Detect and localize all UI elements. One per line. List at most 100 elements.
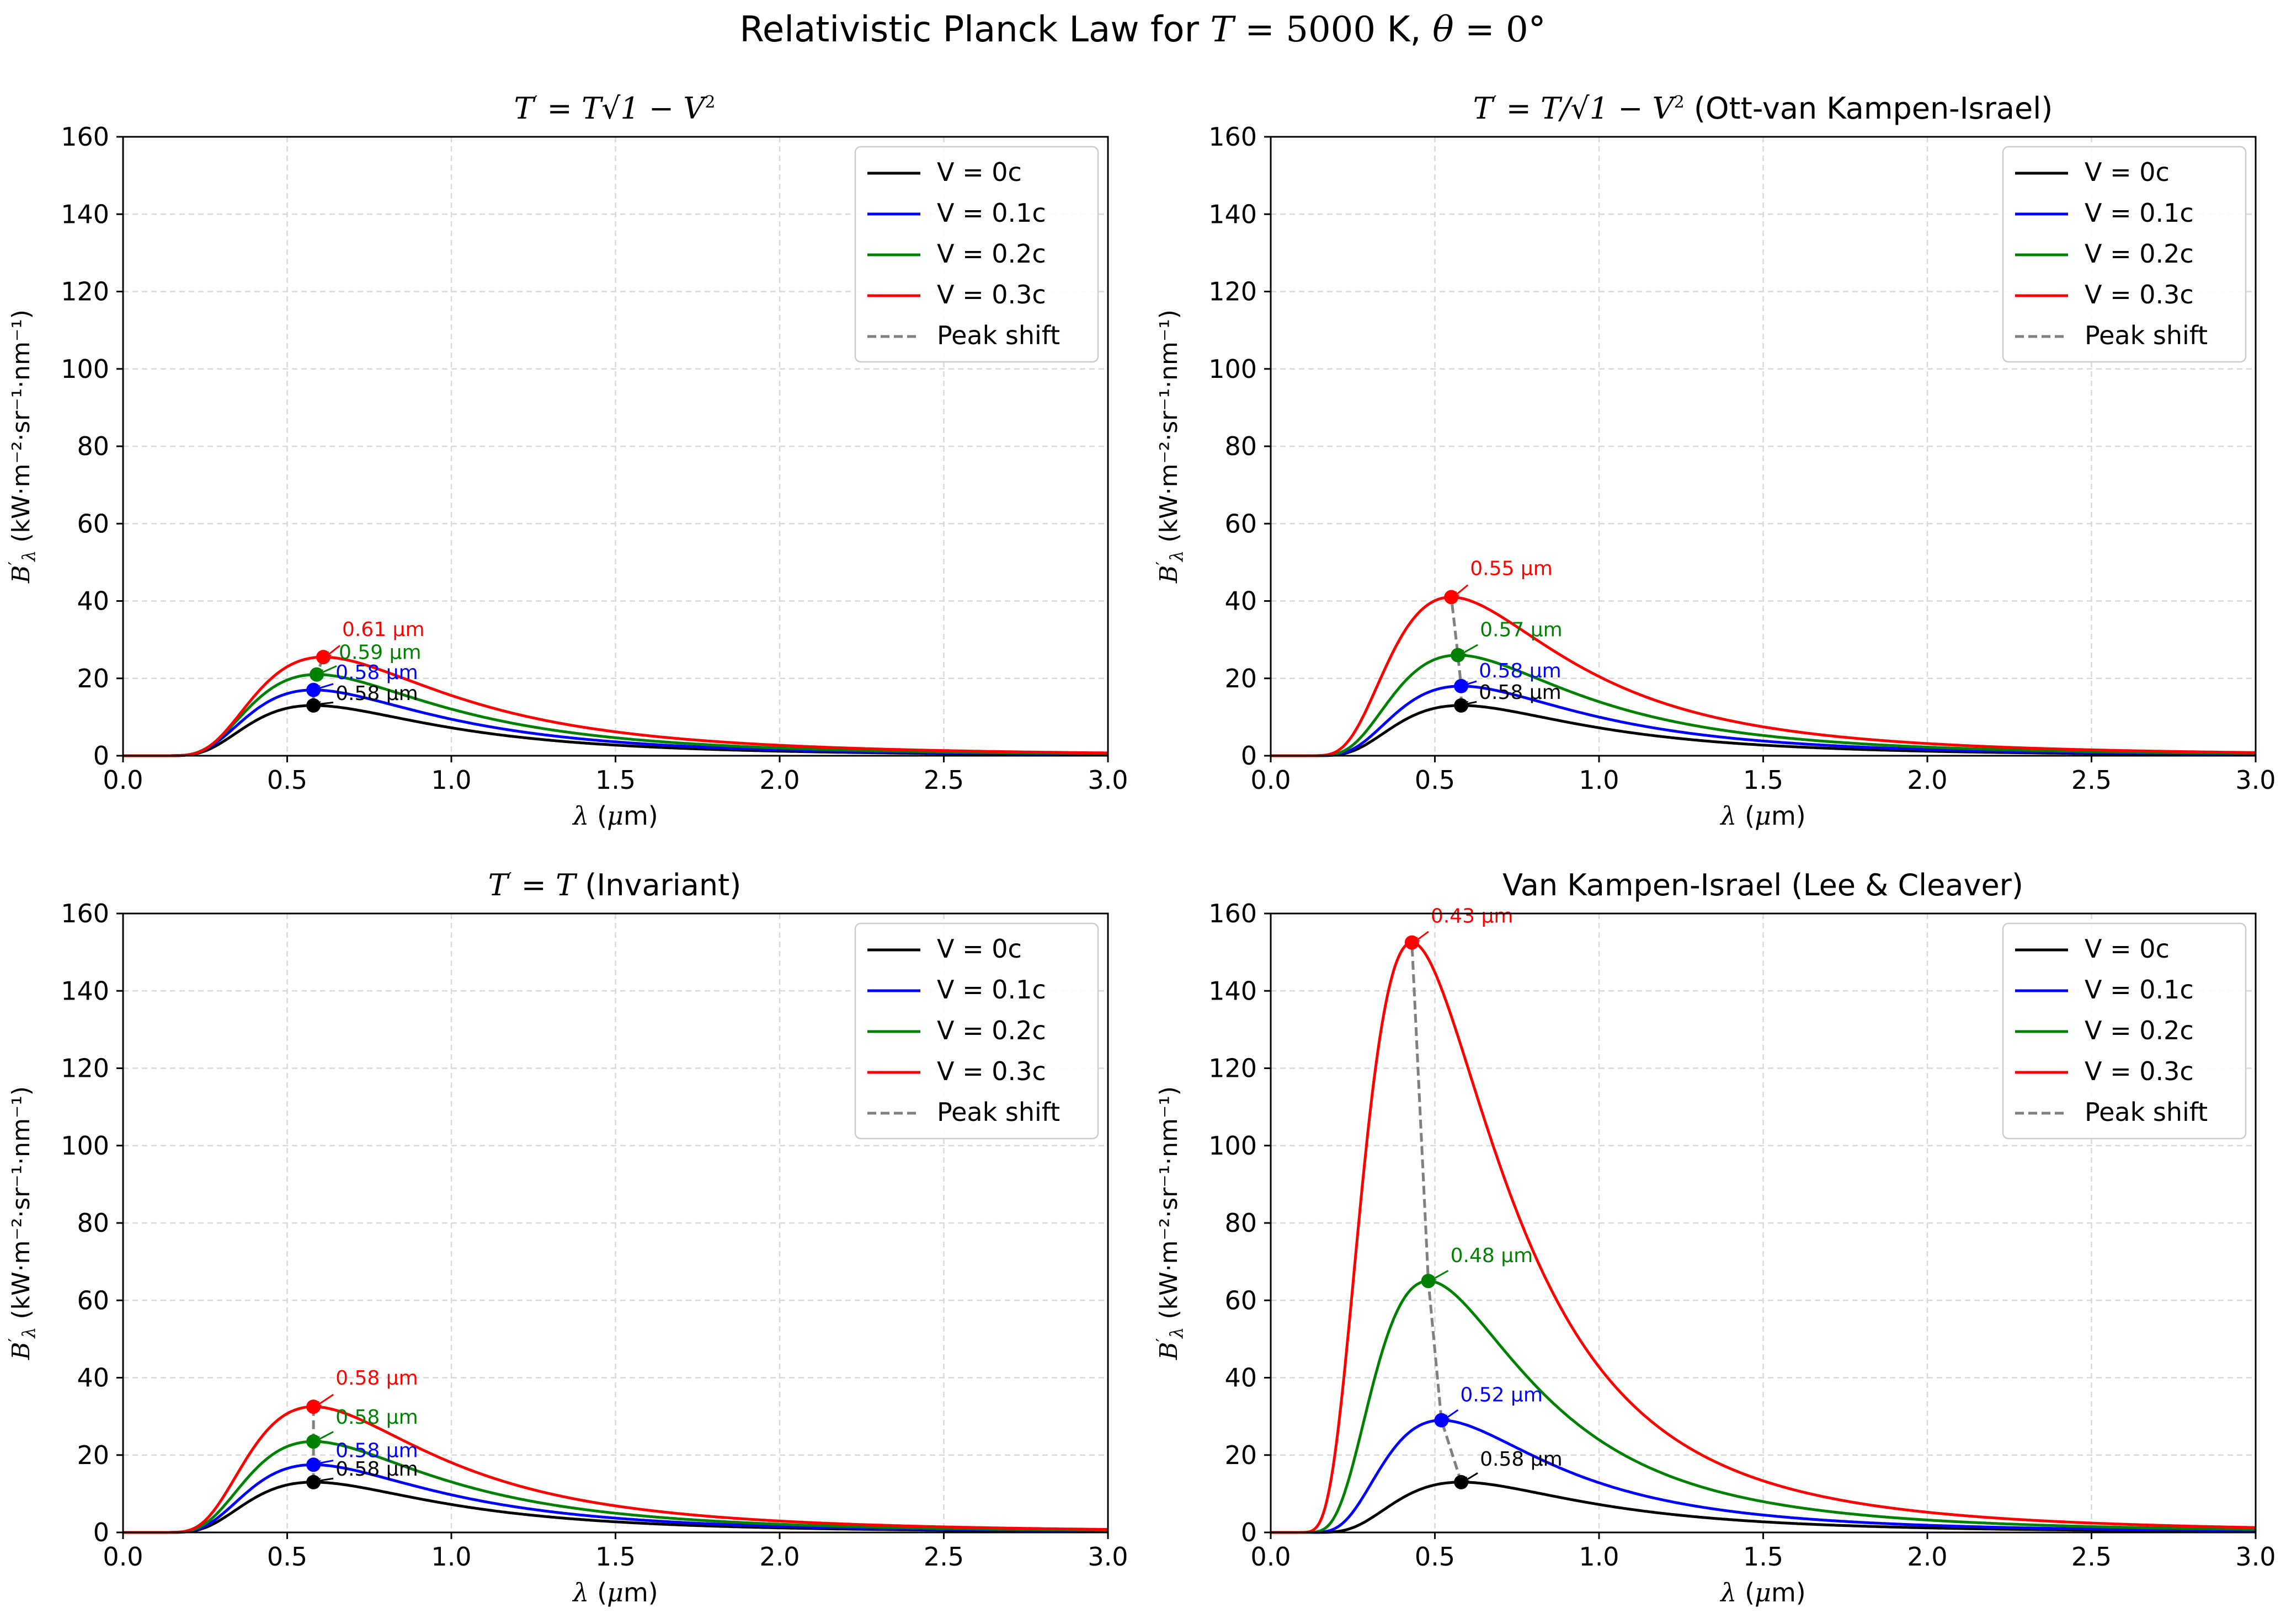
panel-title: T′ = T (Invariant) xyxy=(488,868,742,902)
peak-arrow xyxy=(320,665,337,673)
peak-label: 0.58 μm xyxy=(335,661,418,684)
peak-marker xyxy=(1451,648,1466,663)
series-line xyxy=(1271,941,2256,1534)
y-tick-label: 100 xyxy=(1208,354,1257,384)
legend-box xyxy=(854,146,1099,363)
peak-marker xyxy=(1404,935,1419,950)
peak-annotations: 0.58 μm 0.52 μm 0.48 μm 0.43 μm xyxy=(1404,905,1563,1489)
y-tick-label: 40 xyxy=(77,586,109,616)
legend: V = 0c V = 0.1c V = 0.2c V = 0.3c Peak shift xyxy=(2002,922,2247,1140)
x-tick-label: 2.0 xyxy=(759,765,800,795)
panel-title: T′ = T√1 − V2 xyxy=(514,91,716,126)
ticks: 0.0 0.5 1.0 1.5 2.0 2.5 3.0 0 20 40 60 80 100 120 140 1… xyxy=(61,899,1128,1572)
series-lines xyxy=(1271,596,2256,757)
x-tick-label: 2.0 xyxy=(759,1542,800,1572)
x-tick-label: 0.5 xyxy=(267,1542,307,1572)
y-tick-label: 100 xyxy=(61,354,109,384)
x-tick-label: 3.0 xyxy=(1088,765,1128,795)
x-tick-label: 0.0 xyxy=(103,1542,143,1572)
y-axis-label: B′λ (kW·m⁻²·sr⁻¹·nm⁻¹) xyxy=(1153,1086,1187,1360)
peak-label: 0.58 μm xyxy=(1479,681,1562,704)
y-tick-label: 100 xyxy=(61,1131,109,1161)
x-tick-label: 0.0 xyxy=(103,765,143,795)
x-tick-label: 0.0 xyxy=(1250,1542,1291,1572)
peak-label: 0.48 μm xyxy=(1451,1244,1533,1267)
legend-label: V = 0.2c xyxy=(2085,239,2194,269)
peak-annotations: 0.58 μm0.58 μm 0.57 μm 0.55 μm xyxy=(1444,557,1563,713)
legend: V = 0c V = 0.1c V = 0.2c V = 0.3c Peak shift xyxy=(854,922,1099,1140)
legend-box xyxy=(2002,922,2247,1140)
x-tick-label: 1.5 xyxy=(595,765,636,795)
peak-marker xyxy=(316,650,331,665)
peak-arrow xyxy=(1432,1270,1449,1280)
peak-marker xyxy=(306,698,321,713)
panel-top-left: T′ = T√1 − V2 0.58 μm0.58 μm0.59 μm0.61 … xyxy=(6,91,1128,831)
x-tick-label: 0.5 xyxy=(1415,765,1455,795)
y-tick-label: 0 xyxy=(1241,741,1257,771)
x-axis-label: λ (μm) xyxy=(572,801,658,831)
legend-box xyxy=(2002,146,2247,363)
legend-label: V = 0.2c xyxy=(2085,1016,2194,1045)
y-tick-label: 60 xyxy=(1224,509,1257,538)
peak-marker xyxy=(306,1434,321,1449)
peak-annotations: 0.58 μm0.58 μm0.58 μm0.58 μm xyxy=(306,1367,418,1489)
peak-label: 0.58 μm xyxy=(335,682,418,705)
y-tick-label: 80 xyxy=(1224,431,1257,461)
x-tick-label: 2.5 xyxy=(924,1542,964,1572)
y-tick-label: 0 xyxy=(1241,1518,1257,1547)
x-axis-label: λ (μm) xyxy=(1719,801,1805,831)
y-tick-label: 80 xyxy=(77,431,109,461)
peak-arrow xyxy=(1464,701,1477,704)
peak-arrow xyxy=(317,1431,334,1441)
series-lines xyxy=(123,1405,1109,1534)
figure-title: Relativistic Planck Law for T = 5000 K, … xyxy=(739,9,1546,50)
y-tick-label: 0 xyxy=(93,1518,109,1547)
y-tick-label: 20 xyxy=(1224,1440,1257,1470)
peak-arrow xyxy=(317,683,334,689)
peak-marker xyxy=(1434,1413,1449,1428)
y-tick-label: 140 xyxy=(61,976,109,1006)
y-tick-label: 140 xyxy=(1208,199,1257,229)
panel-title: T′ = T/√1 − V2 (Ott-van Kampen-Israel) xyxy=(1473,91,2053,126)
y-tick-label: 40 xyxy=(1224,1363,1257,1393)
x-tick-label: 1.0 xyxy=(431,765,471,795)
ticks: 0.0 0.5 1.0 1.5 2.0 2.5 3.0 0 20 40 60 80 100 120 140 1… xyxy=(61,122,1128,795)
peak-label: 0.58 μm xyxy=(335,1439,418,1462)
peak-annotations: 0.58 μm0.58 μm0.59 μm0.61 μm xyxy=(306,618,425,713)
ticks: 0.0 0.5 1.0 1.5 2.0 2.5 3.0 0 20 40 60 80 100 120 140 1… xyxy=(1208,899,2276,1572)
peak-label: 0.58 μm xyxy=(335,1367,418,1390)
y-tick-label: 20 xyxy=(77,664,109,693)
x-tick-label: 0.5 xyxy=(267,765,307,795)
y-tick-label: 80 xyxy=(77,1208,109,1238)
series-lines xyxy=(123,655,1109,757)
peak-marker xyxy=(1421,1274,1436,1289)
x-tick-label: 1.5 xyxy=(1743,765,1783,795)
series-line xyxy=(123,655,1108,757)
peak-label: 0.58 μm xyxy=(1480,1448,1563,1471)
y-tick-label: 140 xyxy=(61,199,109,229)
peak-marker xyxy=(306,682,321,697)
legend-label: V = 0.1c xyxy=(937,975,1046,1005)
y-axis-label: B′λ (kW·m⁻²·sr⁻¹·nm⁻¹) xyxy=(6,1086,39,1360)
x-axis-label: λ (μm) xyxy=(1719,1578,1805,1607)
peak-arrow xyxy=(317,1393,334,1406)
peak-label: 0.61 μm xyxy=(342,618,425,641)
legend: V = 0c V = 0.1c V = 0.2c V = 0.3c Peak shift xyxy=(2002,146,2247,363)
peak-label: 0.43 μm xyxy=(1431,905,1514,928)
peak-marker xyxy=(1454,679,1469,693)
y-tick-label: 120 xyxy=(1208,277,1257,307)
y-tick-label: 80 xyxy=(1224,1208,1257,1238)
x-tick-label: 3.0 xyxy=(1088,1542,1128,1572)
panel-title: Van Kampen-Israel (Lee & Cleaver) xyxy=(1502,868,2023,902)
legend-label: Peak shift xyxy=(2085,320,2208,350)
y-tick-label: 0 xyxy=(93,741,109,771)
peak-label: 0.58 μm xyxy=(1479,660,1562,682)
peak-label: 0.58 μm xyxy=(335,1458,418,1481)
legend-label: V = 0.3c xyxy=(2085,1056,2194,1086)
x-tick-label: 2.0 xyxy=(1907,1542,1947,1572)
legend-box xyxy=(854,922,1099,1140)
y-tick-label: 20 xyxy=(1224,664,1257,693)
y-tick-label: 160 xyxy=(1208,899,1257,928)
peak-shift-line xyxy=(1450,597,1463,706)
